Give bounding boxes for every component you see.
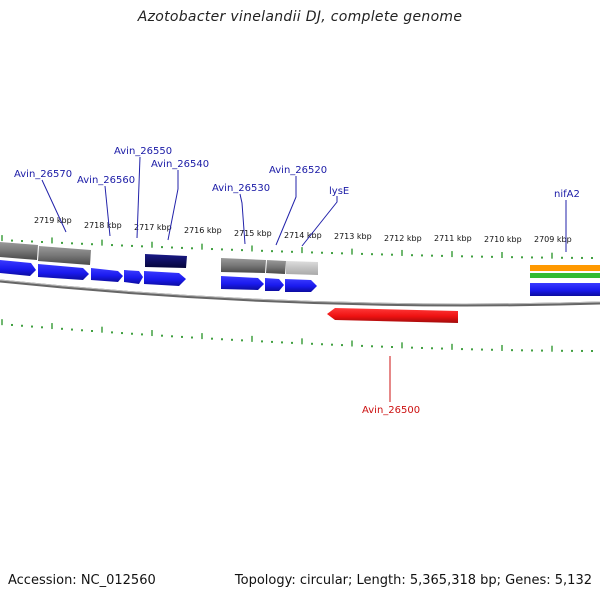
gene-labels: Avin_26570 Avin_26560 Avin_26550 Avin_26… [14,146,580,416]
scale-tick-label: 2711 kbp [434,234,472,243]
genome-summary-text: Topology: circular; Length: 5,365,318 bp… [234,573,592,588]
scale-tick-label: 2714 kbp [284,231,322,240]
scale-tick-label: 2710 kbp [484,235,522,244]
gene-arrow-forward[interactable] [285,279,317,292]
gene-label[interactable]: Avin_26570 [14,169,72,180]
scale-tick-label: 2715 kbp [234,229,272,238]
gene-label[interactable]: nifA2 [554,189,580,200]
scale-labels: 2719 kbp 2718 kbp 2717 kbp 2716 kbp 2715… [34,216,572,244]
label-leader-lines [41,156,567,402]
gene-arrow-forward[interactable] [91,268,123,282]
scale-tick-label: 2719 kbp [34,216,72,225]
gene-label[interactable]: Avin_26540 [151,159,209,170]
gene-arrow-forward[interactable] [221,276,264,290]
gene-arrow-forward[interactable] [0,260,36,276]
gene-arrow-reverse[interactable] [327,308,458,323]
gene-arrow-forward[interactable] [144,271,186,286]
gene-arrow-forward[interactable] [265,278,284,291]
gene-label[interactable]: Avin_26550 [114,146,172,157]
gene-label[interactable]: Avin_26560 [77,175,135,186]
feature-track-colored [530,265,600,278]
gene-label[interactable]: lysE [329,186,349,197]
scale-tick-label: 2716 kbp [184,226,222,235]
feature-track-gray [0,242,318,275]
forward-genes[interactable] [0,260,600,296]
scale-ticks-inner [1,319,593,352]
gene-label[interactable]: Avin_26530 [212,183,270,194]
scale-tick-label: 2709 kbp [534,235,572,244]
gene-arrow-forward[interactable] [530,283,600,296]
gene-label[interactable]: Avin_26520 [269,165,327,176]
scale-tick-label: 2717 kbp [134,223,172,232]
gene-label[interactable]: Avin_26500 [362,405,420,416]
map-title: Azotobacter vinelandii DJ, complete geno… [137,9,463,25]
scale-tick-label: 2718 kbp [84,221,122,230]
genome-backbone [0,279,600,307]
scale-ticks-outer [1,235,593,259]
gene-arrow-forward[interactable] [38,264,89,280]
scale-tick-label: 2712 kbp [384,234,422,243]
accession-text: Accession: NC_012560 [8,573,156,588]
gene-arrow-forward[interactable] [124,270,143,284]
scale-tick-label: 2713 kbp [334,232,372,241]
